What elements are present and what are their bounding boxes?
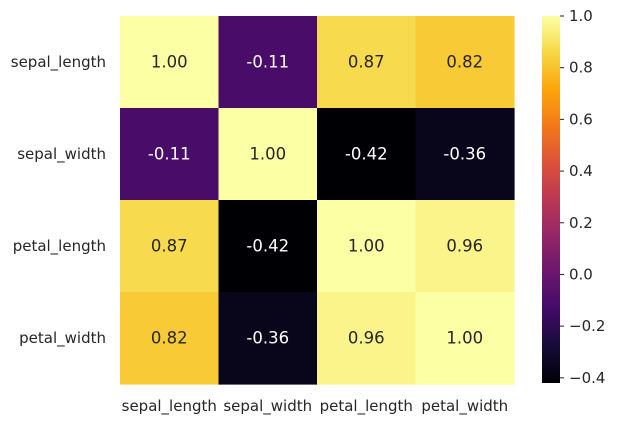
y-tick-label: sepal_width — [17, 145, 106, 164]
heatmap-cell — [317, 292, 417, 385]
heatmap-cell-value: 0.87 — [151, 237, 188, 256]
colorbar-tick-label: −0.4 — [569, 369, 605, 387]
heatmap-cell-value: 1.00 — [249, 145, 286, 164]
y-tick-label: petal_length — [13, 237, 106, 256]
x-tick-label: petal_length — [320, 397, 413, 416]
heatmap-cell-value: 1.00 — [348, 237, 385, 256]
x-axis-tick-labels: sepal_length sepal_width petal_length petal… — [122, 397, 509, 416]
colorbar-tick-label: 1.0 — [569, 7, 593, 25]
heatmap-cell — [218, 292, 318, 385]
heatmap-cell — [218, 16, 318, 109]
heatmap-cell-value: -0.36 — [246, 329, 289, 348]
colorbar-tick-label: 0.2 — [569, 214, 593, 232]
heatmap-cell-value: 1.00 — [151, 53, 188, 72]
heatmap-cell — [317, 108, 417, 201]
y-tick-label: sepal_length — [11, 53, 106, 72]
heatmap-cell-value: 1.00 — [446, 329, 483, 348]
colorbar-gradient — [542, 16, 560, 383]
heatmap-cell-labels: 1.00 -0.11 0.87 0.82 -0.11 1.00 -0.42 -0.36 0.87… — [148, 53, 486, 348]
heatmap-cell — [120, 108, 220, 201]
heatmap-cell — [415, 292, 515, 385]
x-tick-label: sepal_width — [223, 397, 312, 416]
colorbar-tick-label: 0.6 — [569, 110, 593, 128]
heatmap-cell-value: -0.36 — [443, 145, 486, 164]
heatmap-cell — [415, 200, 515, 293]
colorbar-tick-label: 0.8 — [569, 59, 593, 77]
heatmap-cell-value: -0.42 — [345, 145, 388, 164]
heatmap-cell-value: 0.96 — [446, 237, 483, 256]
y-tick-label: petal_width — [19, 329, 106, 348]
x-tick-label: sepal_length — [122, 397, 217, 416]
heatmap-cells — [120, 16, 515, 385]
heatmap-cell — [218, 200, 318, 293]
colorbar-tick-label: −0.2 — [569, 317, 605, 335]
heatmap-cell-value: 0.96 — [348, 329, 385, 348]
y-axis-tick-labels: sepal_length sepal_width petal_lengthpetal… — [11, 53, 106, 348]
heatmap-cell — [415, 16, 515, 109]
heatmap-cell — [317, 16, 417, 109]
heatmap-cell — [120, 16, 220, 109]
colorbar: −0.4 −0.2 0.0 0.2 0.4 0.6 0.8 1.0 — [542, 7, 605, 387]
heatmap-cell-value: 0.82 — [446, 53, 483, 72]
colorbar-tick-label: 0.0 — [569, 265, 593, 283]
heatmap-cell — [120, 200, 220, 293]
heatmap-cell-value: 0.82 — [151, 329, 188, 348]
heatmap-cell — [120, 292, 220, 385]
heatmap-cell — [317, 200, 417, 293]
colorbar-tick-label: 0.4 — [569, 162, 593, 180]
heatmap-cell — [218, 108, 318, 201]
x-tick-label: petal_width — [421, 397, 508, 416]
colorbar-ticks: −0.4 −0.2 0.0 0.2 0.4 0.6 0.8 1.0 — [560, 7, 605, 387]
heatmap-cell-value: -0.42 — [246, 237, 289, 256]
heatmap-cell-value: -0.11 — [246, 53, 289, 72]
heatmap-cell — [415, 108, 515, 201]
heatmap-cell-value: -0.11 — [148, 145, 191, 164]
heatmap-cell-value: 0.87 — [348, 53, 385, 72]
